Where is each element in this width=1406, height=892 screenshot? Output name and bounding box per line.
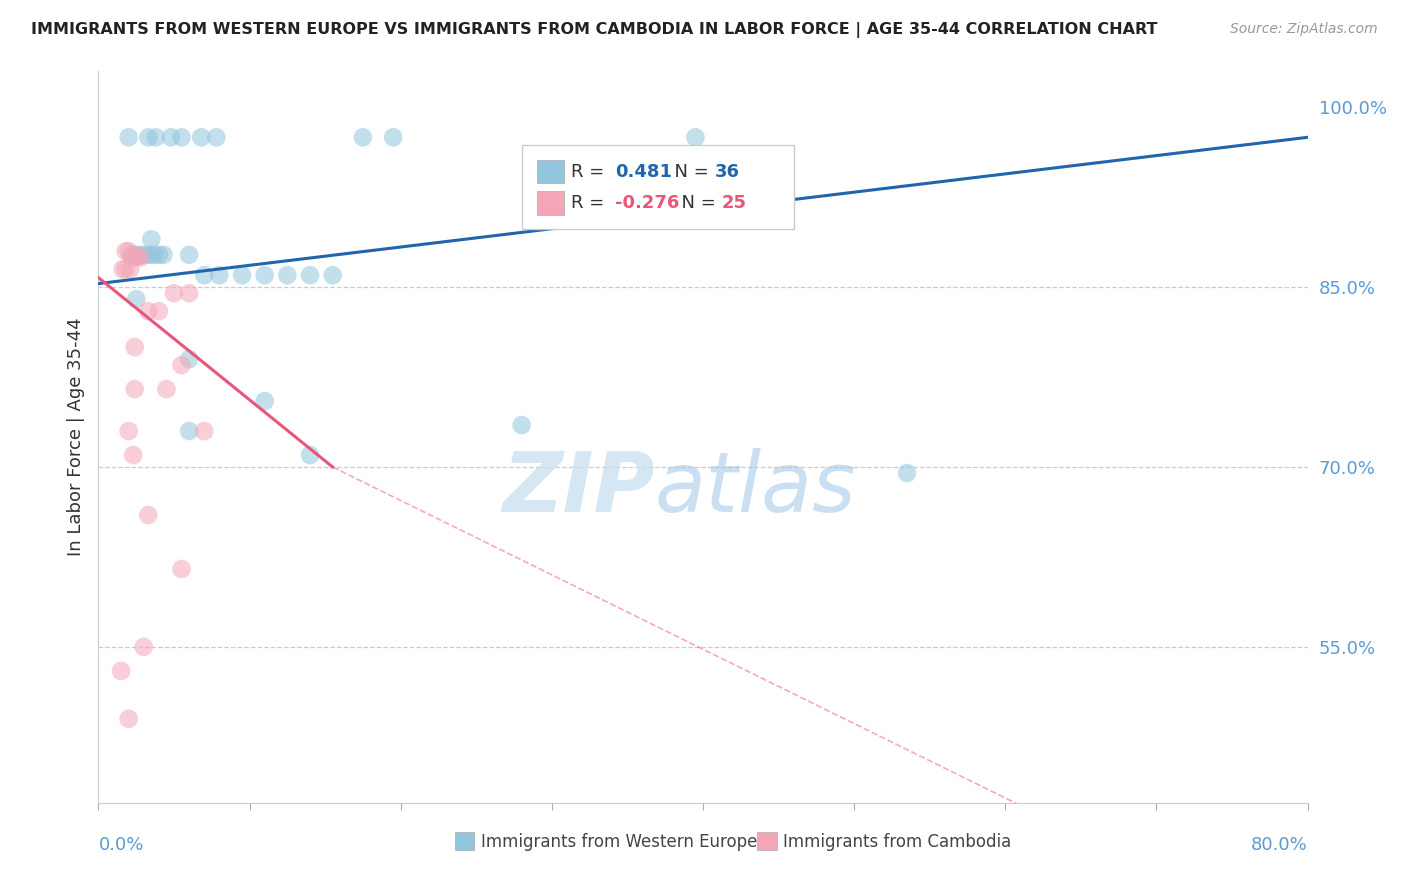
Point	[253, 268, 276, 283]
Point	[125, 248, 148, 262]
Text: -0.276: -0.276	[614, 194, 679, 212]
Point	[231, 268, 253, 283]
Point	[685, 130, 707, 145]
Point	[114, 262, 136, 277]
Point	[124, 382, 146, 396]
Point	[118, 130, 141, 145]
Point	[152, 248, 174, 262]
Point	[155, 382, 177, 396]
Point	[193, 424, 215, 438]
Point	[208, 268, 231, 283]
Point	[170, 562, 193, 576]
Point	[170, 358, 193, 372]
Point	[352, 130, 374, 145]
Point	[148, 248, 170, 262]
Text: 0.481: 0.481	[614, 162, 672, 180]
Text: 80.0%: 80.0%	[1251, 836, 1308, 854]
Point	[179, 424, 201, 438]
Point	[122, 448, 145, 462]
Point	[134, 248, 156, 262]
Point	[179, 352, 201, 367]
Point	[129, 250, 152, 264]
Bar	[758, 832, 776, 850]
Point	[179, 248, 201, 262]
Text: N =: N =	[664, 162, 714, 180]
Text: Source: ZipAtlas.com: Source: ZipAtlas.com	[1230, 22, 1378, 37]
Point	[129, 248, 152, 262]
Point	[510, 418, 533, 433]
Point	[145, 130, 167, 145]
Point	[382, 130, 405, 145]
Point	[143, 248, 166, 262]
Point	[299, 448, 322, 462]
Point	[205, 130, 228, 145]
Point	[276, 268, 298, 283]
Point	[111, 262, 134, 277]
Point	[120, 262, 142, 277]
Text: Immigrants from Cambodia: Immigrants from Cambodia	[783, 832, 1011, 851]
Point	[896, 466, 918, 480]
Point	[139, 248, 162, 262]
Point	[163, 286, 186, 301]
Point	[121, 250, 143, 264]
Point	[170, 130, 193, 145]
Point	[127, 250, 149, 264]
Point	[118, 712, 141, 726]
Point	[136, 304, 159, 318]
Point	[193, 268, 215, 283]
Point	[121, 248, 143, 262]
Point	[141, 232, 163, 246]
Bar	[537, 191, 564, 215]
Text: 36: 36	[716, 162, 740, 180]
Text: atlas: atlas	[655, 448, 856, 529]
Point	[125, 292, 148, 306]
Bar	[456, 832, 474, 850]
Point	[148, 304, 170, 318]
Y-axis label: In Labor Force | Age 35-44: In Labor Force | Age 35-44	[66, 318, 84, 557]
Point	[299, 268, 322, 283]
Bar	[537, 160, 564, 183]
Point	[124, 340, 146, 354]
Text: R =: R =	[571, 194, 610, 212]
Text: N =: N =	[671, 194, 721, 212]
Text: 0.0%: 0.0%	[98, 836, 143, 854]
Point	[179, 286, 201, 301]
Text: IMMIGRANTS FROM WESTERN EUROPE VS IMMIGRANTS FROM CAMBODIA IN LABOR FORCE | AGE : IMMIGRANTS FROM WESTERN EUROPE VS IMMIGR…	[31, 22, 1157, 38]
Text: 25: 25	[721, 194, 747, 212]
Point	[253, 394, 276, 409]
Point	[322, 268, 344, 283]
Point	[160, 130, 183, 145]
Point	[110, 664, 132, 678]
Text: ZIP: ZIP	[502, 448, 655, 529]
Point	[190, 130, 212, 145]
Point	[136, 508, 159, 522]
Point	[124, 250, 146, 264]
FancyBboxPatch shape	[522, 145, 793, 228]
Point	[118, 244, 141, 259]
Point	[136, 130, 159, 145]
Point	[114, 244, 136, 259]
Text: R =: R =	[571, 162, 610, 180]
Text: Immigrants from Western Europe: Immigrants from Western Europe	[481, 832, 756, 851]
Point	[132, 640, 155, 654]
Point	[118, 424, 141, 438]
